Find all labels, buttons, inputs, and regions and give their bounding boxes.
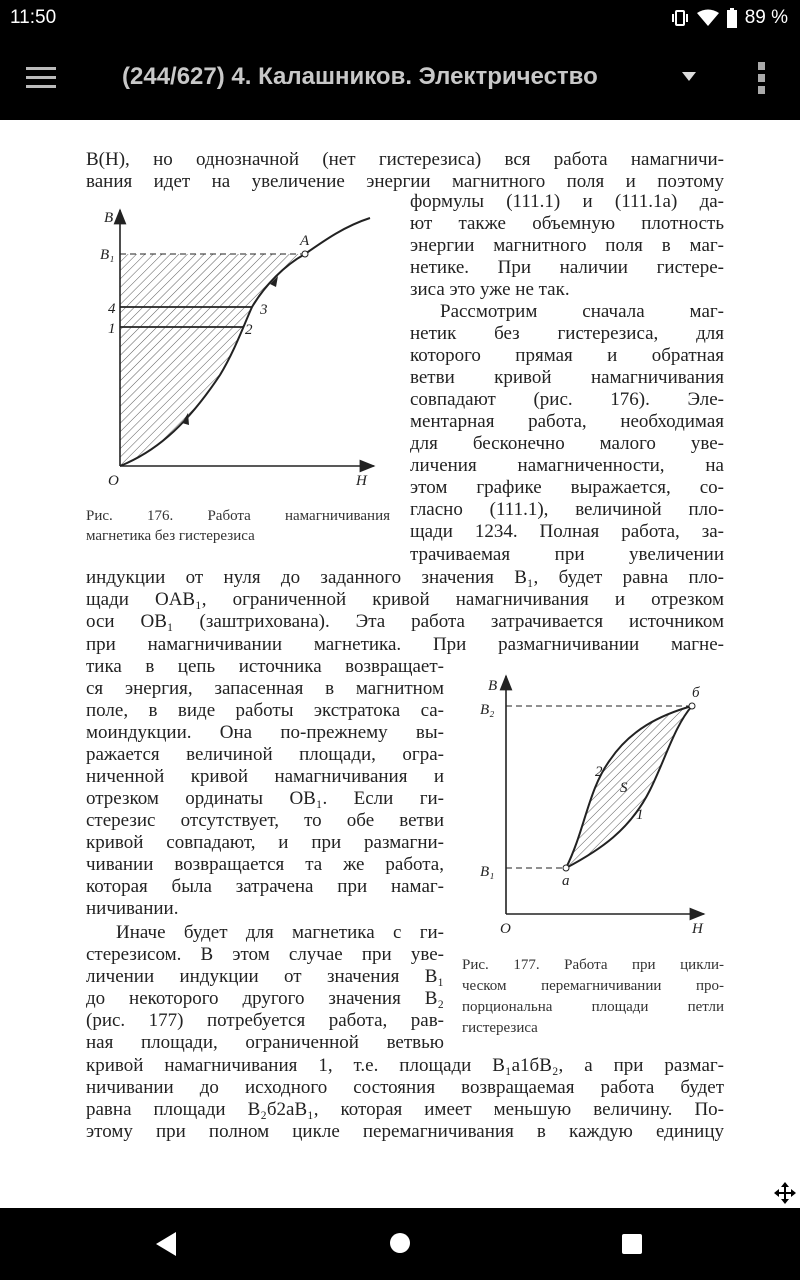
text-line: ют также объемную плотность [410,213,724,234]
text-line: личении индукции от значения B₁ [86,966,444,987]
text-line: кривой намагничивания 1, т.е. площади B₁… [86,1055,724,1076]
text-line: которого прямая и обратная [410,345,724,366]
fig176-caption-line: магнетика без гистерезиса [86,528,255,544]
text-line: до некоторого другого значения B₂ [86,988,444,1009]
text-line: зиса это уже не так. [410,279,570,300]
menu-icon[interactable] [26,67,56,89]
text-line: Иначе будет для магнетика с ги- [116,922,444,943]
vibrate-icon [671,10,688,26]
text-line: формулы (111.1) и (111.1а) да- [410,191,724,212]
text-line: ниченной кривой намагничивания и [86,766,444,787]
text-line: вания идет на увеличение энергии магнитн… [86,171,724,192]
fig176-caption-line: Рис. 176. Работа намагничивания [86,508,390,524]
text-line: ся энергия, запасенная в магнитном [86,678,444,699]
text-line: которая была затрачена при намаг- [86,876,444,897]
text-line: ражается величиной площади, огра- [86,744,444,765]
text-line: кривой совпадают, и при размагни- [86,832,444,853]
text-line: тика в цепь источника возвращает- [86,656,444,677]
text-line: при намагничивании магнетика. При размаг… [86,634,724,655]
text-line: гласно (111.1), величиной пло- [410,499,724,520]
text-line: щади OAB₁, ограниченной кривой намагничи… [86,589,724,610]
text-line: ничивании. [86,898,179,919]
text-line: щади 1234. Полная работа, за- [410,521,724,542]
text-line: поле, в виде работы экстратока са- [86,700,444,721]
battery-percent: 89 % [744,7,788,28]
recents-icon[interactable] [621,1233,643,1255]
text-line: для бесконечно малого уве- [410,433,724,454]
text-line: энергии магнитного поля в маг- [410,235,724,256]
text-line: нетике. При наличии гистере- [410,257,724,278]
text-line: B(H), но однозначной (нет гистерезиса) в… [86,149,724,170]
wifi-icon [696,9,719,26]
home-icon[interactable] [389,1232,411,1254]
text-line: личения намагниченности, на [410,455,724,476]
text-line: трачиваемая при увеличении [410,544,724,565]
text-line: оси OB₁ (заштрихована). Эта работа затра… [86,611,724,632]
fig177-caption-line: ческом перемагничивании про- [462,978,724,994]
fig177-caption-line: порциональна площади петли [462,999,724,1015]
fig177-caption-line: Рис. 177. Работа при цикли- [462,957,724,973]
text-line: чивании возвращается та же работа, [86,854,444,875]
text-line: индукции от нуля до заданного значения B… [86,567,724,588]
text-line: отрезком ординаты OB₁. Если ги- [86,788,444,809]
text-line: этом графике выражается, со- [410,477,724,498]
text-line: нетик без гистерезиса, для [410,323,724,344]
navigation-bar [0,1208,800,1280]
text-line: ментарная работа, необходимая [410,411,724,432]
more-vert-icon[interactable] [758,62,766,98]
text-line: стерезис отсутствует, то обе ветви [86,810,444,831]
status-time: 11:50 [10,7,57,28]
text-line: ничивании до исходного состояния возвращ… [86,1077,724,1098]
battery-icon [726,8,737,28]
book-title[interactable]: (244/627) 4. Калашников. Электричество [122,63,598,90]
dropdown-icon[interactable] [682,72,696,81]
text-line: (рис. 177) потребуется работа, рав- [86,1010,444,1031]
back-icon[interactable] [154,1230,178,1258]
toolbar: (244/627) 4. Калашников. Электричество [0,38,800,120]
text-line: равна площади B₂б2aB₁, которая имеет мен… [86,1099,724,1120]
text-line: ветви кривой намагничивания [410,367,724,388]
fig177-caption-line: гистерезиса [462,1020,538,1036]
text-line: моиндукции. Она по-прежнему вы- [86,722,444,743]
text-line: ная площади, ограниченной ветвью [86,1032,444,1053]
text-line: совпадают (рис. 176). Эле- [410,389,724,410]
text-line: Рассмотрим сначала маг- [440,301,724,322]
text-line: стерезисом. В этом случае при уве- [86,944,444,965]
status-icons: 89 % [671,7,788,29]
move-icon[interactable] [773,1181,797,1205]
text-line: этому при полном цикле перемагничивания … [86,1121,724,1142]
status-bar: 11:50 89 % [0,0,800,38]
